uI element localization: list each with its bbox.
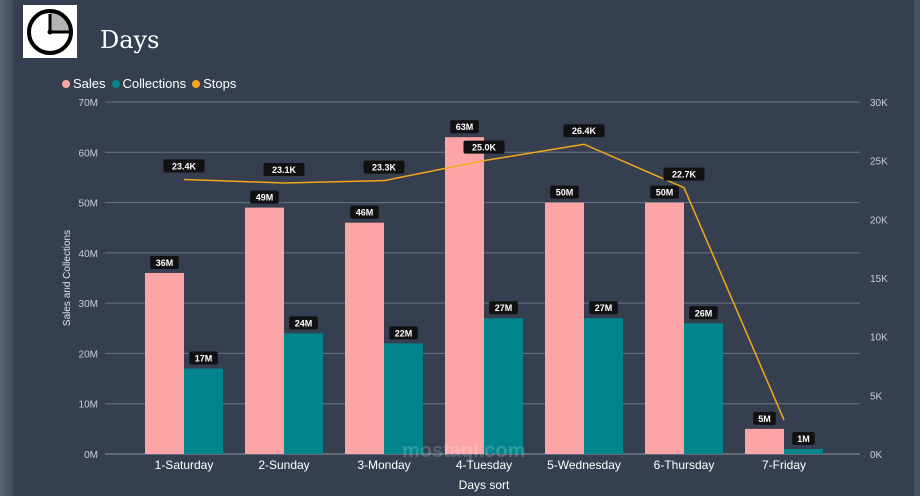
data-label-bg [689, 306, 718, 320]
data-label-bg [550, 185, 579, 199]
data-label-bg [650, 185, 679, 199]
bar-collections [784, 448, 823, 454]
data-label-bg [563, 124, 605, 138]
legend-label: Sales [73, 76, 106, 91]
data-label-bg [263, 162, 305, 176]
x-tick-label: 4-Tuesday [456, 458, 512, 472]
y2-tick-label: 20K [870, 215, 888, 226]
data-label: 27M [495, 303, 513, 313]
bar-sales [545, 202, 584, 454]
bar-collections [284, 333, 323, 454]
bar-sales [445, 137, 484, 454]
x-axis-title: Days sort [459, 478, 510, 492]
watermark: mostaql.com [402, 440, 526, 462]
y-tick-label: 50M [79, 199, 98, 210]
y-tick-label: 70M [79, 98, 98, 109]
legend-label: Stops [203, 76, 237, 91]
data-label-bg [753, 411, 776, 425]
legend-label: Collections [122, 76, 187, 91]
bar-collections [484, 318, 523, 454]
data-label-bg [663, 167, 705, 181]
legend: Sales Collections Stops [62, 76, 236, 91]
page-title: Days [100, 26, 160, 54]
data-label: 50M [556, 188, 574, 198]
legend-item[interactable]: Stops [192, 76, 236, 91]
data-label-bg [250, 190, 279, 204]
x-tick-label: 3-Monday [357, 458, 410, 472]
y-tick-label: 60M [79, 148, 98, 159]
bar-collections [184, 368, 223, 454]
y-tick-label: 0M [84, 450, 98, 461]
data-label-bg [792, 431, 815, 445]
legend-dot [111, 79, 120, 88]
x-tick-label: 1-Saturday [155, 458, 214, 472]
y-tick-label: 40M [79, 249, 98, 260]
data-label-bg [589, 301, 618, 315]
y2-tick-label: 15K [870, 274, 888, 285]
data-label-bg [189, 351, 218, 365]
data-label: 24M [295, 318, 313, 328]
data-label: 1M [797, 434, 810, 444]
data-label-bg [363, 160, 405, 174]
data-label-bg [150, 255, 179, 269]
data-label: 46M [356, 208, 374, 218]
x-tick-label: 7-Friday [762, 458, 806, 472]
y2-tick-label: 0K [870, 450, 883, 461]
right-border [914, 0, 920, 496]
bar-collections [584, 318, 623, 454]
data-label: 26.4K [572, 126, 597, 136]
bar-sales [245, 207, 284, 454]
data-label: 27M [595, 303, 613, 313]
x-tick-label: 5-Wednesday [547, 458, 621, 472]
data-label: 22M [395, 328, 413, 338]
bar-sales [345, 222, 384, 454]
legend-item[interactable]: Collections [111, 76, 187, 91]
data-label: 50M [656, 188, 674, 198]
legend-dot [62, 79, 70, 88]
data-label-bg [350, 205, 379, 219]
data-label: 36M [156, 258, 174, 268]
x-tick-label: 2-Sunday [258, 458, 309, 472]
y2-tick-label: 10K [870, 333, 888, 344]
data-label: 23.1K [272, 165, 297, 175]
data-label: 63M [456, 122, 474, 132]
legend-item[interactable]: Sales [62, 76, 106, 91]
data-label: 5M [758, 414, 771, 424]
clock-icon [23, 5, 77, 58]
legend-dot [192, 79, 201, 88]
y2-tick-label: 5K [870, 391, 883, 402]
y-tick-label: 20M [79, 349, 98, 360]
line-stops [183, 143, 785, 421]
y2-tick-label: 30K [870, 98, 888, 109]
data-label-bg [450, 120, 479, 134]
data-label-bg [389, 326, 418, 340]
data-label-bg [289, 316, 318, 330]
data-label: 49M [256, 193, 274, 203]
data-label-bg [463, 140, 505, 154]
data-label: 25.0K [472, 143, 497, 153]
bar-sales [145, 272, 184, 454]
x-tick-label: 6-Thursday [654, 458, 715, 472]
data-label-bg [489, 301, 518, 315]
y-tick-label: 30M [79, 299, 98, 310]
data-label: 23.4K [172, 161, 197, 171]
data-label-bg [163, 159, 205, 173]
bar-collections [684, 323, 723, 454]
data-label: 23.3K [372, 163, 397, 173]
y-axis-title: Sales and Collections [62, 230, 73, 326]
y2-tick-label: 25K [870, 157, 888, 168]
left-border [0, 0, 14, 496]
bar-sales [745, 428, 784, 454]
bar-sales [645, 202, 684, 454]
data-label: 17M [195, 354, 213, 364]
y-tick-label: 10M [79, 400, 98, 411]
data-label: 26M [695, 308, 713, 318]
data-label: 22.7K [672, 170, 697, 180]
bar-collections [384, 343, 423, 454]
